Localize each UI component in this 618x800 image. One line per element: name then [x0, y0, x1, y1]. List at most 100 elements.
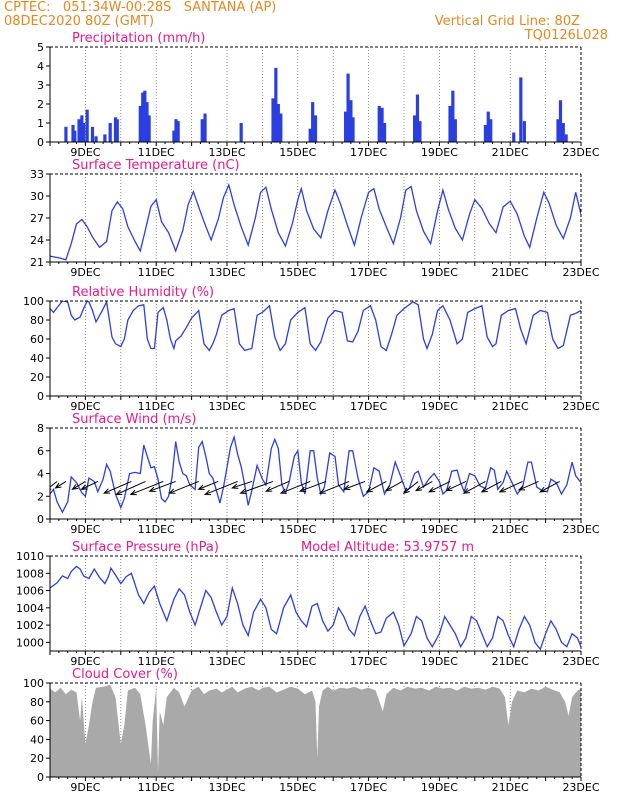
precip-bar: [115, 119, 119, 142]
x-tick-label: 17DEC: [350, 400, 387, 413]
x-tick-label: 23DEC: [562, 400, 599, 413]
wind-title: Surface Wind (m/s): [72, 412, 196, 427]
x-tick-label: 21DEC: [492, 400, 529, 413]
wind-arrow-head: [129, 489, 137, 496]
x-tick-label: 9DEC: [70, 146, 100, 159]
x-tick-label: 13DEC: [208, 523, 245, 536]
y-tick-label: 100: [23, 677, 44, 690]
pressure-line: [50, 565, 581, 651]
y-tick-label: 1004: [16, 602, 44, 615]
pressure-annotation: Model Altitude: 53.9757 m: [301, 540, 474, 555]
wind-arrow-head: [517, 485, 526, 491]
x-tick-label: 11DEC: [138, 523, 175, 536]
y-tick-label: 30: [30, 190, 44, 203]
y-tick-label: 5: [37, 41, 44, 54]
y-tick-label: 2: [37, 98, 44, 111]
y-tick-label: 60: [30, 715, 44, 728]
wind-arrow: [55, 481, 67, 489]
precip-bar: [138, 105, 142, 142]
y-tick-label: 1000: [16, 636, 44, 649]
precip-bar: [113, 117, 118, 142]
x-tick-label: 15DEC: [279, 266, 316, 279]
wind-arrow: [319, 480, 350, 494]
wind-arrow: [428, 481, 451, 493]
wind-arrow: [72, 481, 86, 490]
wind-series: [50, 434, 581, 514]
wind-arrow-head: [231, 483, 239, 489]
precip-bar: [308, 128, 312, 142]
x-tick-label: 21DEC: [492, 523, 529, 536]
wind-arrow-head: [462, 488, 470, 494]
wind-arrow-head: [414, 485, 423, 492]
x-tick-label: 11DEC: [138, 655, 175, 668]
cloud-cover-area: [50, 684, 581, 777]
wind-arrow: [481, 481, 502, 493]
x-tick-label: 9DEC: [70, 655, 100, 668]
precip-bar: [564, 134, 568, 142]
temp-title: Surface Temperature (nC): [72, 158, 240, 173]
wind-arrow-head: [80, 484, 88, 490]
precip-bar: [94, 136, 98, 142]
wind-arrow-head: [498, 487, 506, 493]
header-station: CPTEC: 051:34W-00:28S SANTANA (AP): [4, 0, 277, 15]
y-tick-label: 4: [37, 60, 44, 73]
wind-arrow: [266, 481, 290, 492]
x-tick-label: 23DEC: [562, 781, 599, 794]
wind-arrow: [240, 480, 274, 494]
wind-arrow-head: [318, 488, 326, 494]
y-tick-label: 60: [30, 333, 44, 346]
wind-arrow-head: [343, 484, 351, 491]
precip-series: [64, 67, 568, 142]
precip-bar: [85, 109, 89, 142]
precip-bar: [274, 67, 278, 142]
x-tick-label: 13DEC: [208, 655, 245, 668]
precip-bar: [413, 115, 417, 142]
precip-bar: [103, 134, 107, 142]
precip-bar: [313, 115, 318, 142]
x-tick-label: 19DEC: [421, 781, 458, 794]
temp-series: [50, 183, 581, 261]
wind-arrow-head: [197, 484, 205, 490]
x-tick-label: 17DEC: [350, 266, 387, 279]
precip-bar: [172, 130, 176, 142]
x-tick-label: 13DEC: [208, 146, 245, 159]
wind-arrow: [415, 481, 433, 491]
precip-bar: [145, 102, 149, 142]
header-model-code: TQ0126L028: [524, 28, 608, 43]
x-tick-label: 19DEC: [421, 655, 458, 668]
x-tick-label: 11DEC: [138, 146, 175, 159]
y-tick-label: 1: [37, 117, 44, 130]
precip-bar: [522, 121, 526, 142]
wind-arrow-head: [445, 485, 453, 492]
wind-arrow-head: [203, 489, 212, 496]
precip-bar: [561, 123, 565, 142]
wind-arrow: [299, 480, 327, 492]
x-tick-label: 15DEC: [279, 146, 316, 159]
precip-bar: [453, 119, 457, 142]
y-tick-label: 2: [37, 490, 44, 503]
wind-arrow-head: [402, 487, 410, 494]
precip-bar: [451, 90, 455, 142]
y-tick-label: 8: [37, 422, 44, 435]
precip-bar: [82, 123, 86, 142]
wind-arrow-head: [115, 489, 123, 495]
x-tick-label: 17DEC: [350, 523, 387, 536]
wind-arrow-head: [279, 488, 287, 494]
wind-arrow: [446, 481, 467, 492]
precip-bar: [174, 119, 178, 142]
precip-bar: [279, 113, 283, 142]
precip-bar: [512, 132, 516, 142]
precip-bar: [377, 105, 381, 142]
x-tick-label: 9DEC: [70, 523, 100, 536]
wind-arrow: [280, 480, 311, 494]
x-tick-label: 15DEC: [279, 523, 316, 536]
y-tick-label: 1010: [16, 550, 44, 563]
precip-bar: [108, 123, 112, 142]
x-tick-label: 23DEC: [562, 523, 599, 536]
y-tick-label: 40: [30, 733, 44, 746]
x-tick-label: 11DEC: [138, 781, 175, 794]
precip-bar: [349, 100, 353, 142]
x-tick-label: 21DEC: [492, 146, 529, 159]
y-tick-label: 20: [30, 752, 44, 765]
precip-bar: [239, 123, 243, 142]
